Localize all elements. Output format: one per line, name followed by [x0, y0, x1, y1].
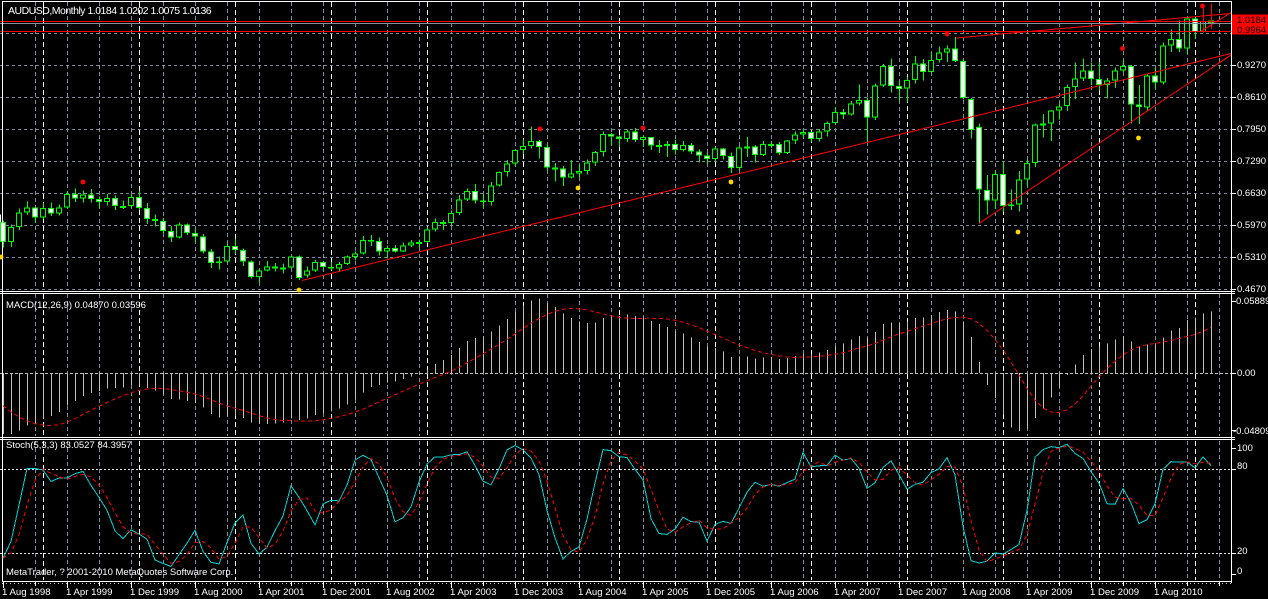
svg-text:0: 0: [1237, 566, 1242, 577]
svg-text:1 Aug 2008: 1 Aug 2008: [962, 587, 1011, 598]
svg-text:MetaTrader, ? 2001-2010 MetaQu: MetaTrader, ? 2001-2010 MetaQuotes Softw…: [6, 567, 233, 578]
svg-text:1 Dec 1999: 1 Dec 1999: [130, 587, 179, 598]
svg-text:0.9964: 0.9964: [1237, 25, 1266, 36]
svg-text:1 Aug 2000: 1 Aug 2000: [194, 587, 243, 598]
svg-text:1 Dec 2003: 1 Dec 2003: [514, 587, 563, 598]
svg-text:Stoch(5,3,3) 83.0527 84.3957: Stoch(5,3,3) 83.0527 84.3957: [6, 440, 132, 451]
svg-text:0.7290: 0.7290: [1237, 156, 1266, 167]
svg-text:1 Aug 2002: 1 Aug 2002: [386, 587, 435, 598]
svg-text:1 Dec 2005: 1 Dec 2005: [706, 587, 755, 598]
svg-text:1 Apr 2009: 1 Apr 2009: [1026, 587, 1072, 598]
svg-text:1 Apr 2005: 1 Apr 2005: [642, 587, 688, 598]
svg-text:0.9270: 0.9270: [1237, 60, 1266, 71]
svg-text:1 Dec 2001: 1 Dec 2001: [322, 587, 371, 598]
svg-text:1 Apr 2007: 1 Apr 2007: [834, 587, 880, 598]
svg-text:-0.04809: -0.04809: [1233, 426, 1268, 437]
svg-text:0.8610: 0.8610: [1237, 92, 1266, 103]
svg-text:1 Dec 2007: 1 Dec 2007: [898, 587, 947, 598]
svg-text:0.00: 0.00: [1237, 368, 1256, 379]
svg-text:1 Aug 2006: 1 Aug 2006: [770, 587, 819, 598]
svg-text:AUDUSD,Monthly 1.0184 1.0202: AUDUSD,Monthly 1.0184 1.0202 1.0075 1.01…: [8, 5, 212, 17]
svg-text:MACD(12,26,9) 0.04870 0.03596: MACD(12,26,9) 0.04870 0.03596: [6, 300, 146, 311]
svg-text:80: 80: [1237, 461, 1248, 472]
svg-text:0.5310: 0.5310: [1237, 252, 1266, 263]
svg-text:1 Dec 2009: 1 Dec 2009: [1090, 587, 1139, 598]
svg-text:100: 100: [1237, 443, 1253, 454]
svg-text:0.4670: 0.4670: [1237, 284, 1266, 295]
svg-text:1 Apr 2003: 1 Apr 2003: [450, 587, 496, 598]
svg-text:1 Aug 1998: 1 Aug 1998: [2, 587, 51, 598]
svg-text:1 Aug 2010: 1 Aug 2010: [1154, 587, 1203, 598]
svg-text:0.7950: 0.7950: [1237, 124, 1266, 135]
svg-text:1.0184: 1.0184: [1237, 15, 1266, 26]
svg-text:0.5970: 0.5970: [1237, 220, 1266, 231]
svg-text:0.6630: 0.6630: [1237, 188, 1266, 199]
svg-text:0.05889: 0.05889: [1236, 296, 1268, 307]
svg-text:1 Apr 2001: 1 Apr 2001: [258, 587, 304, 598]
svg-text:20: 20: [1237, 546, 1248, 557]
svg-text:1 Aug 2004: 1 Aug 2004: [578, 587, 627, 598]
svg-text:1 Apr 1999: 1 Apr 1999: [66, 587, 112, 598]
